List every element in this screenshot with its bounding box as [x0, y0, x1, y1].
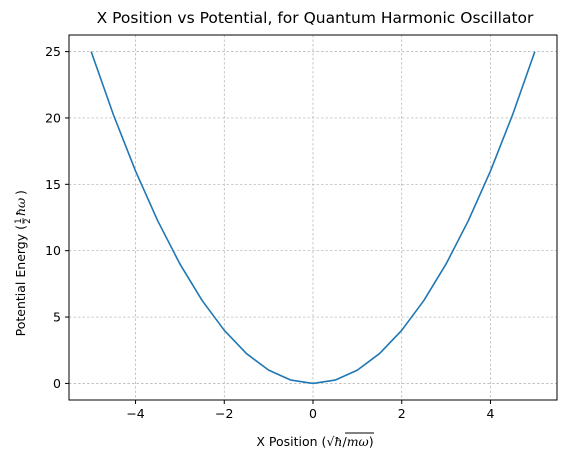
x-tick-label: −2 — [215, 406, 233, 421]
x-tick-label: −4 — [126, 406, 144, 421]
x-axis-label-m-omega: mω — [347, 434, 369, 449]
y-tick-label: 25 — [45, 44, 61, 59]
grid — [69, 35, 557, 400]
y-tick-label: 15 — [45, 177, 61, 192]
y-axis-label-suffix: ) — [13, 190, 28, 195]
axis-ticks: −4 −2 0 2 4 0 5 10 15 20 25 — [45, 44, 494, 421]
y-axis-label: Potential Energy ( 1 2 ħω ) — [13, 190, 33, 336]
x-axis-label-suffix: ) — [369, 434, 374, 449]
y-axis-label-hbar-omega: ħω — [13, 198, 28, 216]
chart-title: X Position vs Potential, for Quantum Har… — [97, 9, 534, 27]
plot-area — [90, 51, 536, 385]
x-axis-label-slash: / — [342, 434, 347, 449]
y-axis-label-prefix: Potential Energy ( — [13, 225, 28, 336]
x-axis-label-prefix: X Position ( — [256, 434, 326, 449]
y-tick-label: 0 — [53, 376, 61, 391]
x-axis-label-hbar: ħ — [334, 434, 342, 449]
x-tick-label: 0 — [309, 406, 317, 421]
y-tick-label: 5 — [53, 310, 61, 325]
x-axis-label: X Position (√ħ/mω) — [256, 434, 373, 449]
y-tick-label: 10 — [45, 243, 61, 258]
x-tick-label: 4 — [486, 406, 494, 421]
series-line — [90, 51, 536, 385]
y-axis-label-frac-num: 1 — [14, 218, 24, 223]
x-axis-label-sqrt: √ — [326, 434, 334, 449]
x-tick-label: 2 — [398, 406, 406, 421]
y-axis-label-frac-den: 2 — [23, 218, 33, 223]
y-tick-label: 20 — [45, 110, 61, 125]
